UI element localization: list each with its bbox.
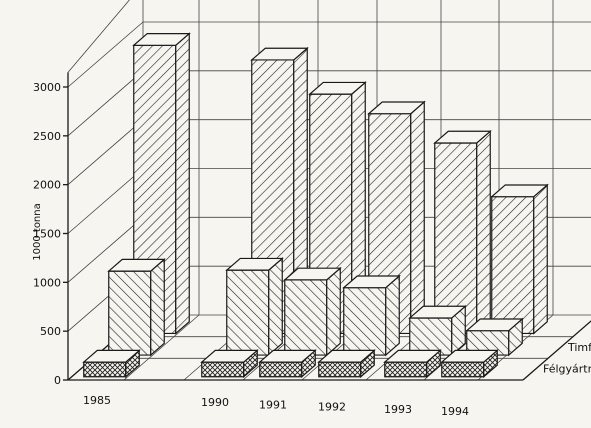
series-label: Félgyártmány bbox=[543, 363, 591, 376]
y-tick-label: 1500 bbox=[33, 228, 61, 241]
y-tick-label: 2500 bbox=[33, 130, 61, 143]
bar-top bbox=[132, 33, 191, 46]
bar-front bbox=[343, 287, 387, 356]
bar-top bbox=[490, 184, 549, 198]
bar-side bbox=[533, 183, 548, 335]
depth-axis bbox=[522, 320, 591, 381]
bar bbox=[433, 129, 492, 335]
bar-side bbox=[326, 266, 341, 357]
bar-top bbox=[308, 81, 367, 95]
bar-front bbox=[284, 279, 328, 356]
wall-top-side bbox=[67, 0, 130, 73]
bar-top bbox=[283, 267, 342, 281]
bar-front bbox=[83, 361, 127, 378]
bar-top bbox=[225, 257, 284, 271]
gridline-side bbox=[67, 119, 144, 185]
bar-side bbox=[385, 274, 400, 357]
bar-top bbox=[317, 349, 376, 363]
bar-top bbox=[250, 47, 309, 61]
bar-top bbox=[258, 349, 317, 363]
bar bbox=[490, 183, 549, 335]
bar bbox=[465, 317, 524, 357]
gridline-side bbox=[67, 168, 144, 234]
bar bbox=[107, 258, 166, 357]
x-tick-label: 1985 bbox=[83, 394, 111, 407]
bar-side bbox=[268, 257, 283, 357]
series-label: Timföld bbox=[567, 341, 591, 354]
bar-front bbox=[318, 361, 362, 378]
y-axis-label: 1000 tonna bbox=[32, 203, 43, 260]
x-tick-label: 1993 bbox=[384, 403, 412, 416]
y-tick-label: 3000 bbox=[33, 81, 61, 94]
bar-top bbox=[408, 305, 467, 319]
bar-top bbox=[433, 130, 492, 144]
bar-front bbox=[384, 361, 428, 378]
bar-front bbox=[108, 270, 152, 356]
bar bbox=[200, 349, 259, 379]
bar bbox=[317, 349, 376, 379]
bar-top bbox=[342, 275, 401, 289]
bar-side bbox=[476, 129, 491, 335]
bar bbox=[225, 257, 284, 357]
floor-line bbox=[123, 314, 200, 381]
bar-front bbox=[201, 361, 245, 378]
bar bbox=[383, 349, 442, 379]
chart-labels: 1000 tonna 0 500 1000 1500 2000 2500 3000 1985 1… bbox=[32, 81, 591, 418]
gridline-side bbox=[67, 70, 144, 137]
bar bbox=[342, 274, 401, 357]
y-tick-label: 2000 bbox=[33, 179, 61, 192]
y-tick-label: 0 bbox=[54, 374, 61, 387]
bar-top bbox=[200, 349, 259, 363]
x-tick-label: 1991 bbox=[259, 398, 287, 411]
x-tick-label: 1994 bbox=[441, 405, 469, 418]
x-tick-label: 1992 bbox=[318, 401, 346, 414]
bar-front bbox=[409, 317, 453, 356]
bar-top bbox=[107, 258, 166, 272]
bar bbox=[440, 349, 499, 379]
bar-front bbox=[441, 361, 485, 378]
bar-front bbox=[491, 196, 535, 335]
bar-top bbox=[82, 349, 141, 363]
bar-top bbox=[367, 101, 426, 115]
bar bbox=[82, 349, 141, 379]
bar bbox=[258, 349, 317, 379]
gridline-side bbox=[67, 21, 144, 88]
gridline-side bbox=[67, 217, 144, 283]
bar-side bbox=[410, 100, 425, 335]
chart-bars bbox=[82, 32, 549, 379]
bar-top bbox=[465, 318, 524, 332]
bar-front bbox=[259, 361, 303, 378]
bar bbox=[283, 266, 342, 357]
bar-front bbox=[434, 142, 478, 335]
x-tick-label: 1990 bbox=[201, 396, 229, 409]
bar-front bbox=[226, 269, 270, 356]
y-tick-label: 500 bbox=[40, 325, 61, 338]
bar-side bbox=[175, 32, 190, 335]
bar-side bbox=[150, 258, 165, 357]
bar bbox=[408, 304, 467, 357]
bar-top bbox=[383, 349, 442, 363]
bar-top bbox=[440, 349, 499, 363]
y-tick-label: 1000 bbox=[33, 276, 61, 289]
